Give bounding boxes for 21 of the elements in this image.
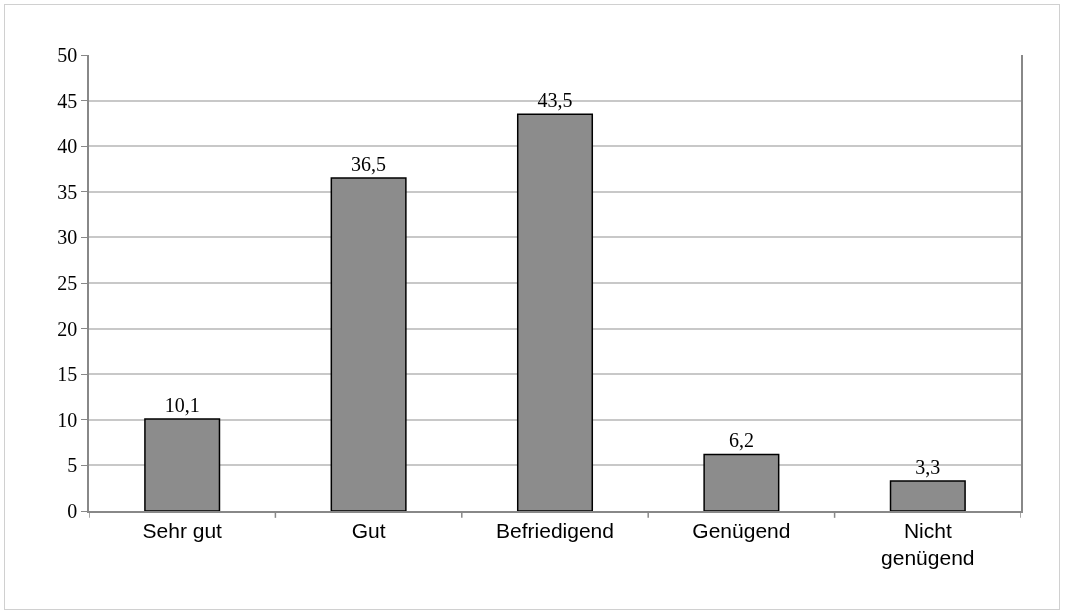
x-tick-label: Sehr gut: [142, 518, 223, 542]
x-tick-label: Nicht genügend: [881, 518, 975, 570]
y-tick-label: 45: [57, 89, 78, 112]
y-tick-label: 5: [67, 454, 78, 477]
data-label: 43,5: [537, 89, 573, 112]
x-tick-label: Befriedigend: [496, 518, 614, 542]
y-tick-label: 30: [57, 226, 78, 249]
y-tick-label: 10: [57, 408, 78, 431]
y-tick-label: 50: [57, 44, 78, 66]
data-label: 36,5: [351, 153, 387, 176]
x-tick-label: Genügend: [692, 518, 791, 542]
y-tick-label: 0: [67, 500, 78, 522]
y-tick-label: 40: [57, 135, 78, 158]
y-tick-label: 15: [57, 363, 78, 386]
y-tick-label: 25: [57, 272, 78, 294]
data-label: 6,2: [728, 429, 754, 452]
data-label: 3,3: [915, 455, 941, 478]
y-tick-label: 35: [57, 180, 78, 203]
x-tick-label: Gut: [351, 518, 386, 542]
y-tick-label: 20: [57, 317, 78, 340]
data-label: 10,1: [164, 393, 200, 416]
